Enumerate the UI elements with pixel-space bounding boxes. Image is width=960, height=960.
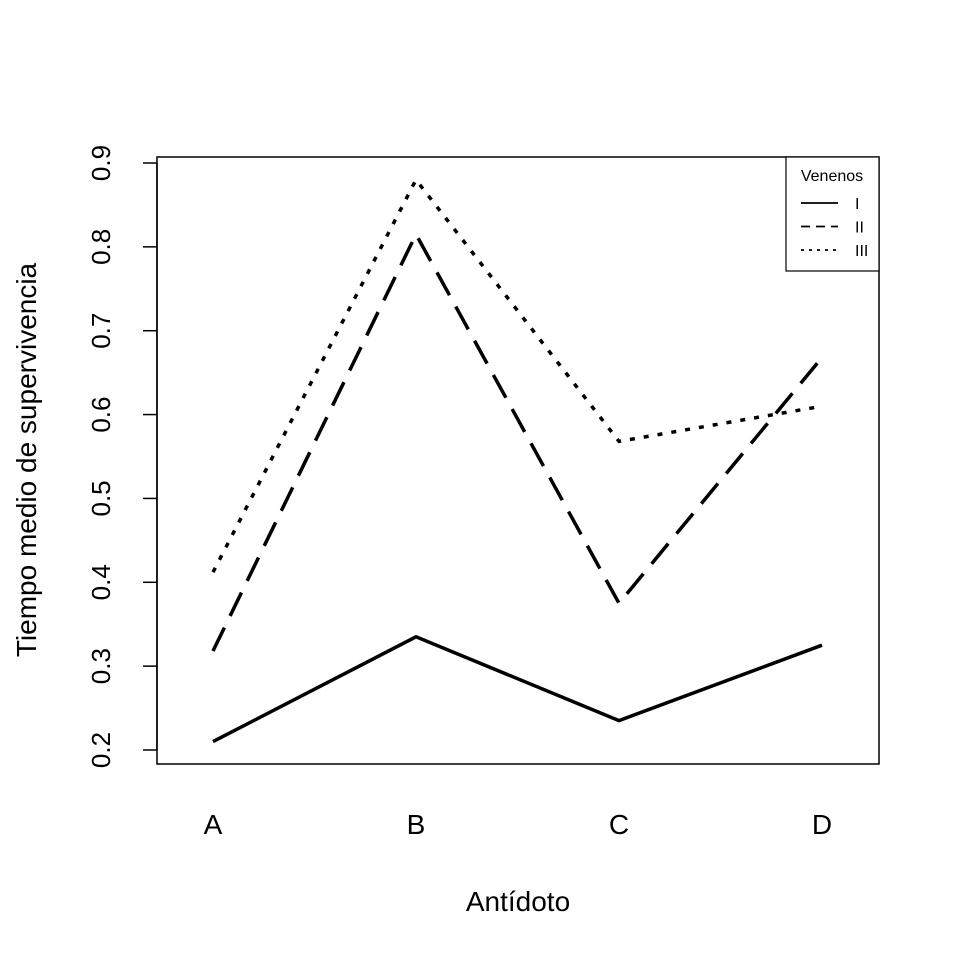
y-axis: 0.2 0.3 0.4 0.5 0.6 0.7 0.8 0.9 (86, 145, 158, 768)
y-tick-label: 0.9 (86, 145, 116, 181)
x-tick-label: B (407, 809, 426, 840)
y-tick-label: 0.3 (86, 648, 116, 684)
series-line-II (211, 230, 824, 652)
y-tick-label: 0.2 (86, 732, 116, 768)
legend-box (785, 156, 880, 272)
series-group (211, 176, 824, 744)
x-tick-label: A (204, 809, 223, 840)
y-tick-label: 0.5 (86, 480, 116, 516)
y-tick-label: 0.6 (86, 396, 116, 432)
x-tick-label: C (609, 809, 629, 840)
legend-label-I: I (855, 196, 859, 213)
y-axis-label: Tiempo medio de supervivencia (11, 262, 42, 657)
y-tick-label: 0.4 (86, 564, 116, 600)
legend-label-III: III (855, 243, 868, 260)
plot-frame (156, 156, 880, 765)
legend-title: Venenos (801, 168, 863, 185)
series-line-I (212, 634, 823, 744)
series-line-III (211, 176, 823, 574)
y-tick-label: 0.8 (86, 229, 116, 265)
x-axis-label: Antídoto (466, 886, 570, 917)
x-axis: A B C D (204, 809, 832, 840)
x-tick-label: D (812, 809, 832, 840)
y-tick-label: 0.7 (86, 313, 116, 349)
legend-label-II: II (855, 220, 864, 237)
